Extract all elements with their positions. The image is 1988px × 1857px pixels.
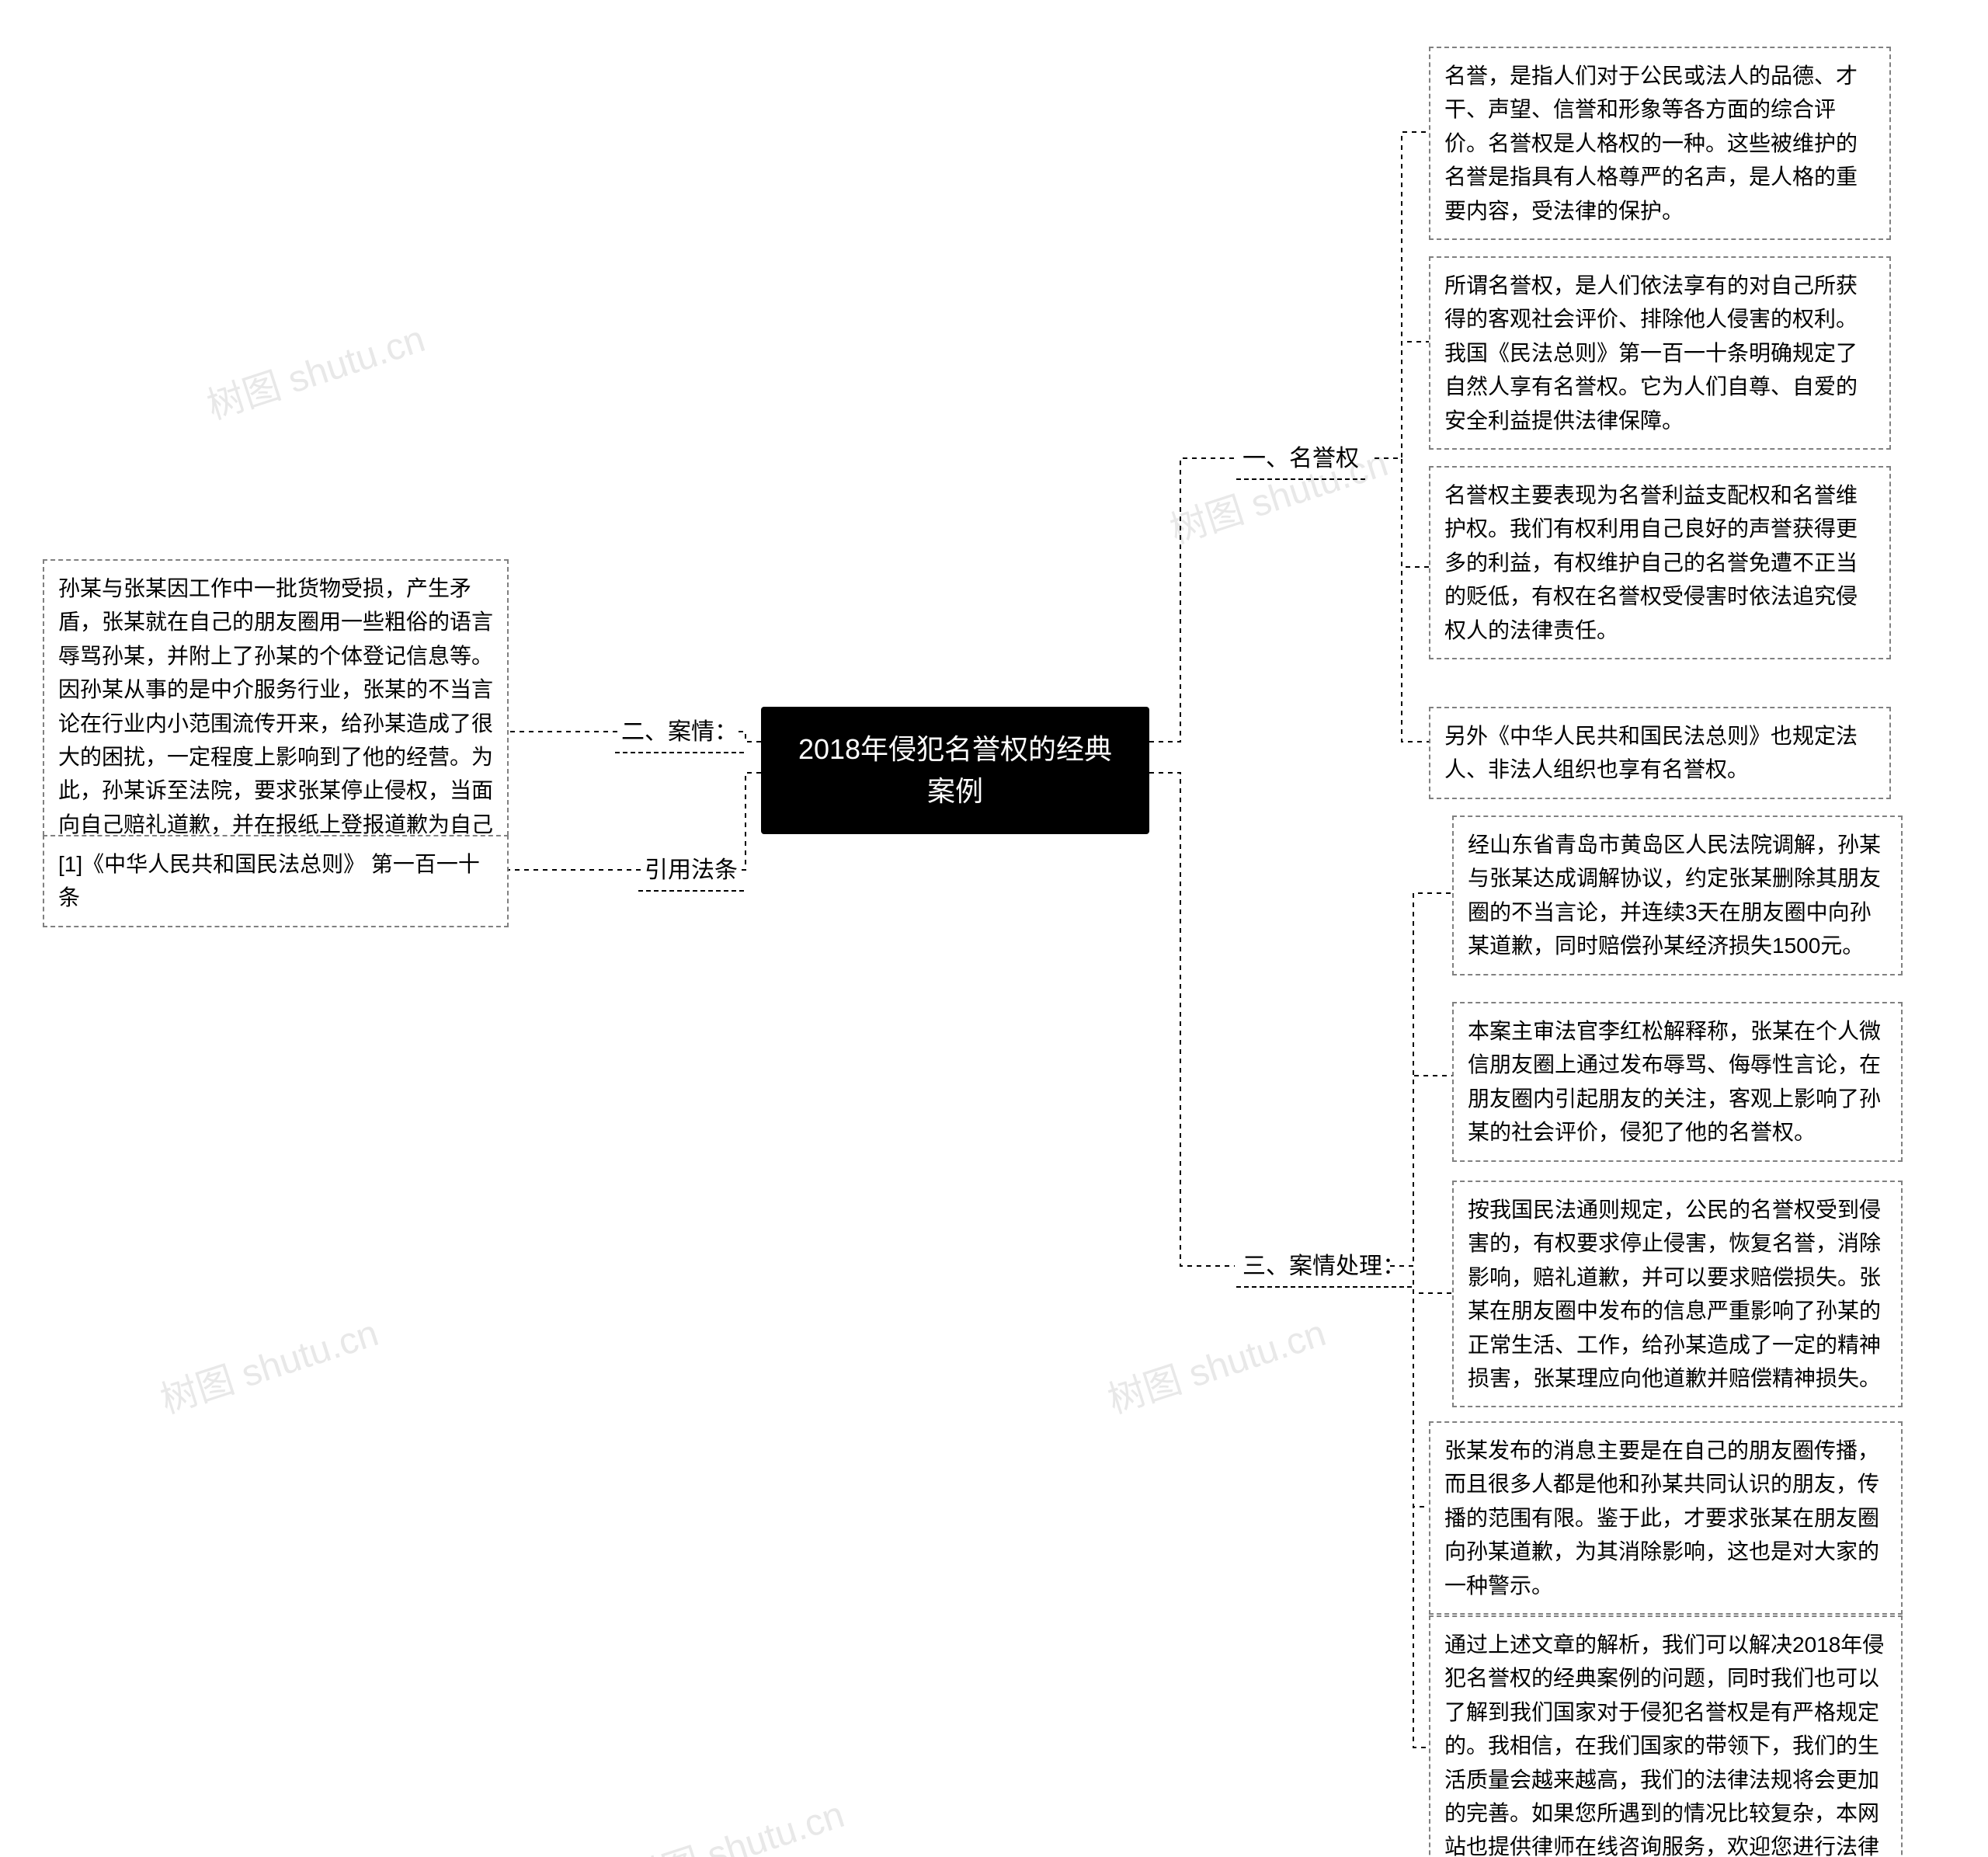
leaf-b3-2: 本案主审法官李红松解释称，张某在个人微信朋友圈上通过发布辱骂、侮辱性言论，在朋友… xyxy=(1452,1002,1903,1162)
branch-case-handling: 三、案情处理： xyxy=(1242,1250,1406,1283)
root-title-line2: 案例 xyxy=(927,775,983,807)
leaf-b4-1: [1]《中华人民共和国民法总则》 第一百一十条 xyxy=(43,835,509,927)
leaf-b3-3: 按我国民法通则规定，公民的名誉权受到侵害的，有权要求停止侵害，恢复名誉，消除影响… xyxy=(1452,1181,1903,1407)
branch-cited-law: 引用法条 xyxy=(645,854,738,887)
leaf-b1-1: 名誉，是指人们对于公民或法人的品德、才干、声望、信誉和形象等各方面的综合评价。名… xyxy=(1429,47,1891,240)
watermark: 树图 shutu.cn xyxy=(1100,1302,1331,1424)
leaf-b3-5: 通过上述文章的解析，我们可以解决2018年侵犯名誉权的经典案例的问题，同时我们也… xyxy=(1429,1615,1903,1857)
leaf-b1-2: 所谓名誉权，是人们依法享有的对自己所获得的客观社会评价、排除他人侵害的权利。我国… xyxy=(1429,256,1891,450)
leaf-b1-4: 另外《中华人民共和国民法总则》也规定法人、非法人组织也享有名誉权。 xyxy=(1429,707,1891,799)
watermark: 树图 shutu.cn xyxy=(152,1302,384,1424)
leaf-b1-3: 名誉权主要表现为名誉利益支配权和名誉维护权。我们有权利用自己良好的声誉获得更多的… xyxy=(1429,466,1891,659)
watermark: 树图 shutu.cn xyxy=(199,308,430,429)
leaf-b3-1: 经山东省青岛市黄岛区人民法院调解，孙某与张某达成调解协议，约定张某删除其朋友圈的… xyxy=(1452,815,1903,975)
branch-reputation-right: 一、名誉权 xyxy=(1242,443,1359,475)
branch-case-facts: 二、案情： xyxy=(621,716,738,749)
root-node: 2018年侵犯名誉权的经典 案例 xyxy=(761,707,1149,834)
watermark: 树图 shutu.cn xyxy=(618,1784,850,1857)
root-title-line1: 2018年侵犯名誉权的经典 xyxy=(798,733,1112,765)
leaf-b3-4: 张某发布的消息主要是在自己的朋友圈传播，而且很多人都是他和孙某共同认识的朋友，传… xyxy=(1429,1421,1903,1615)
